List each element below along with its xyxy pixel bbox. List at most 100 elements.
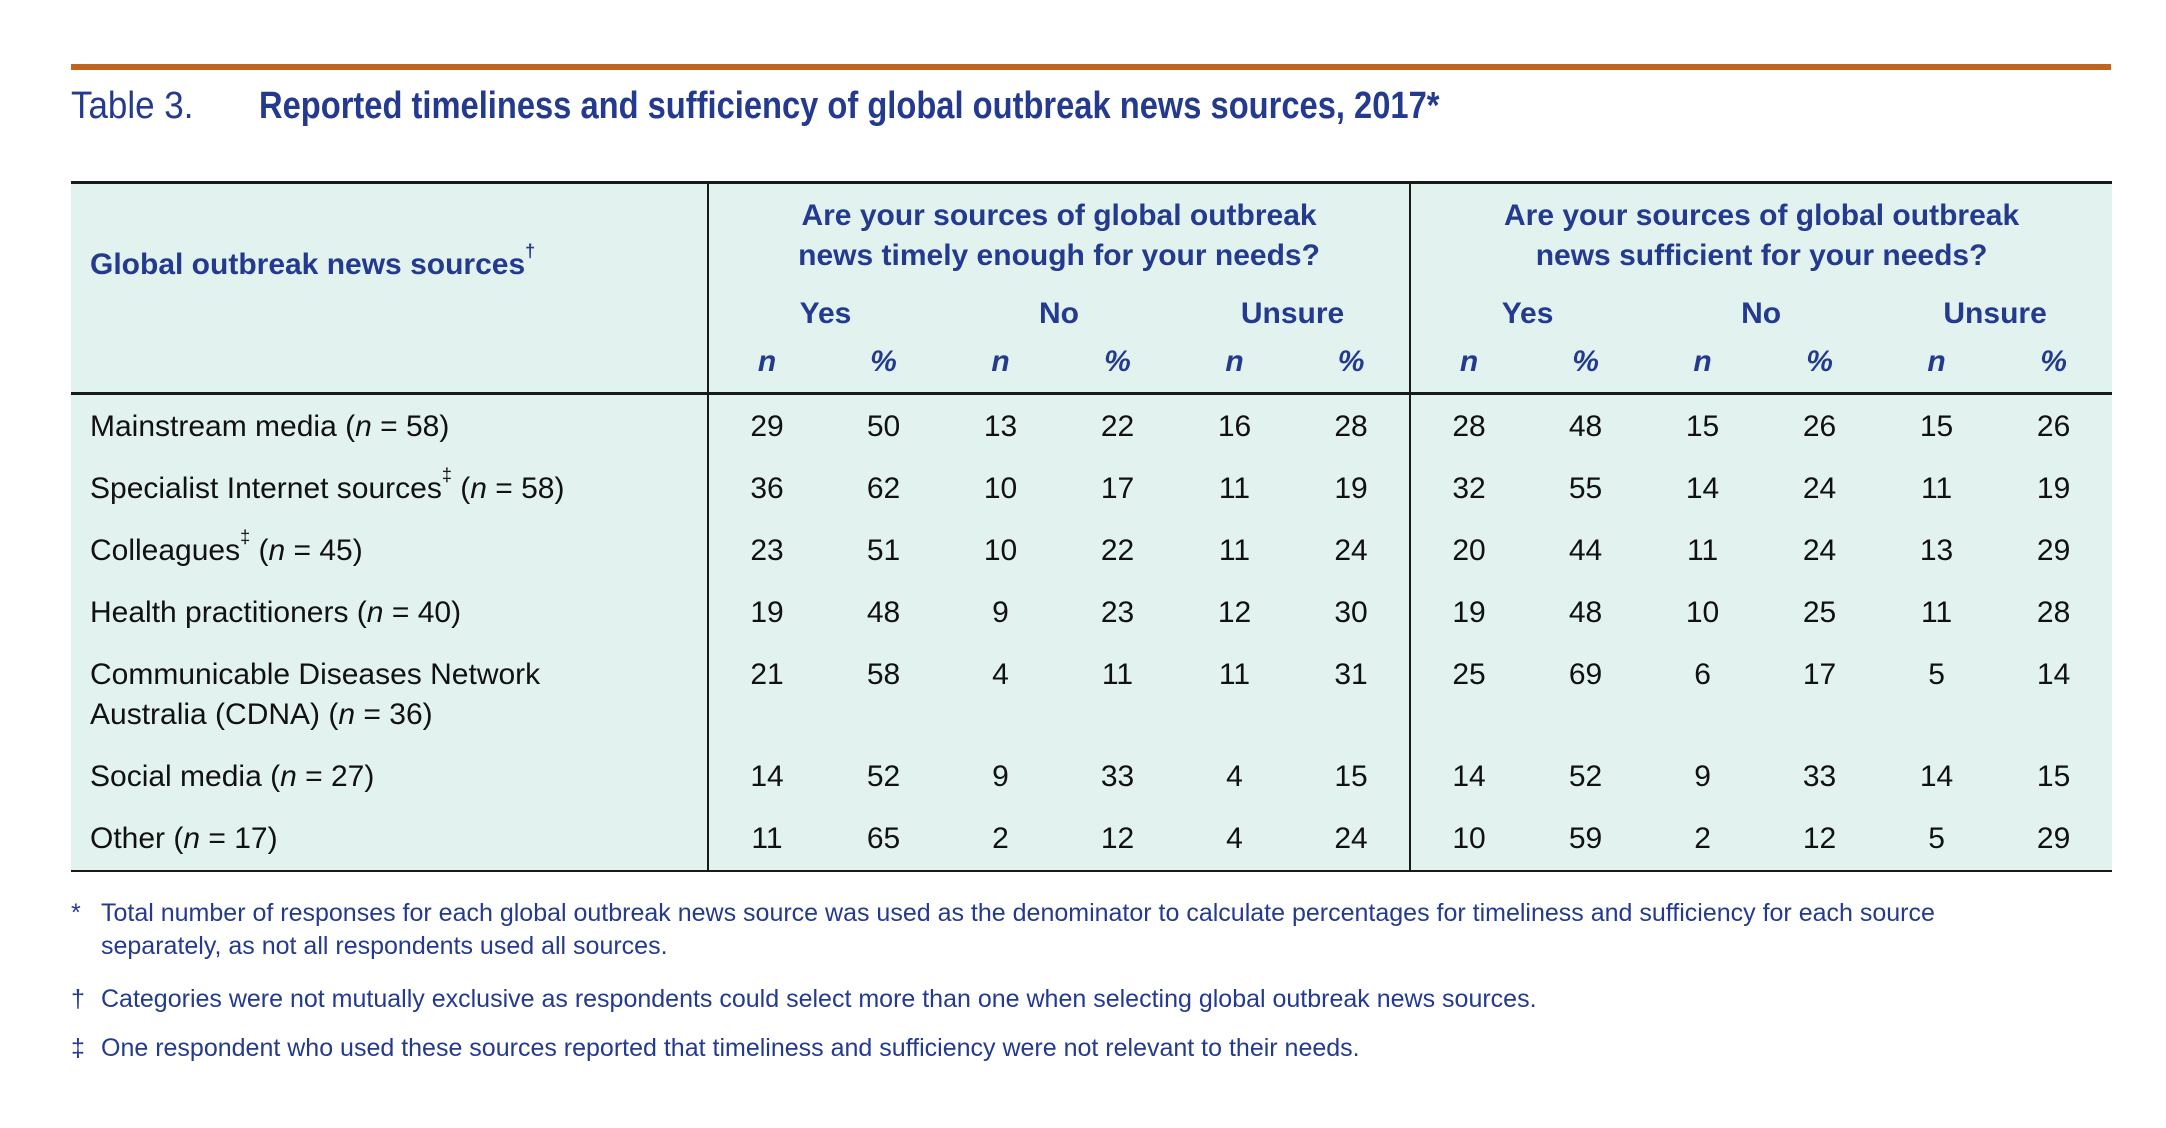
percent-subheader: % xyxy=(2040,345,2067,378)
count-cell: 36 xyxy=(707,458,825,520)
count-cell: 11 xyxy=(1920,596,1953,629)
source-label: Health practitioners (n = 40) xyxy=(90,596,462,629)
percent-cell: 24 xyxy=(1334,822,1368,855)
count-cell: 14 xyxy=(1919,760,1954,793)
percent-cell: 58 xyxy=(866,658,901,691)
percent-cell: 44 xyxy=(1568,534,1603,567)
percent-cell: 51 xyxy=(866,534,901,567)
percent-cell: 50 xyxy=(866,410,901,443)
footnote: * Total number of responses for each glob… xyxy=(71,899,1935,960)
table-row: Other (n = 17) 11 65 2 12 4 24 10 59 2 12 5 29 xyxy=(71,808,2112,871)
answer-header-unsure: Unsure xyxy=(1240,297,1345,330)
percent-cell: 48 xyxy=(1568,410,1603,443)
percent-subheader: % xyxy=(1572,345,1599,378)
percent-cell: 12 xyxy=(1100,822,1135,855)
source-label: Mainstream media (n = 58) xyxy=(90,410,450,443)
count-cell: 2 xyxy=(1694,822,1711,855)
table-body: Mainstream media (n = 58) 29 50 13 22 16 28 28 4… xyxy=(71,393,2112,871)
percent-cell: 17 xyxy=(1100,472,1135,505)
percent-cell: 24 xyxy=(1802,534,1837,567)
count-cell: 14 xyxy=(707,746,825,808)
count-cell: 5 xyxy=(1928,822,1945,855)
table-title: Table 3. Reported timeliness and sufficie… xyxy=(71,84,1632,128)
count-cell: 19 xyxy=(1409,582,1528,644)
percent-cell: 22 xyxy=(1100,534,1135,567)
answer-header-yes: Yes xyxy=(1409,276,1645,334)
percent-cell: 14 xyxy=(2036,658,2071,691)
count-cell: 9 xyxy=(992,596,1009,629)
count-cell: 6 xyxy=(1694,658,1711,691)
count-cell: 15 xyxy=(1685,410,1720,443)
answer-header-no: No xyxy=(1741,297,1782,330)
count-subheader: n xyxy=(1927,345,1946,378)
count-cell: 29 xyxy=(707,393,825,458)
data-table: Global outbreak news sources† Are your s… xyxy=(71,181,2113,872)
count-cell: 13 xyxy=(983,410,1018,443)
percent-cell: 28 xyxy=(1334,410,1368,443)
percent-cell: 26 xyxy=(2036,410,2071,443)
percent-cell: 12 xyxy=(1802,822,1837,855)
table-row: Social media (n = 27) 14 52 9 33 4 15 14 52 9 33 14… xyxy=(71,746,2112,808)
footnote: ‡ One respondent who used these sources r… xyxy=(71,1034,1360,1062)
percent-cell: 65 xyxy=(866,822,901,855)
sufficiency-question-header: Are your sources of global outbreak news … xyxy=(1409,182,2113,276)
count-cell: 14 xyxy=(1409,746,1528,808)
percent-cell: 24 xyxy=(1802,472,1837,505)
percent-cell: 11 xyxy=(1101,658,1134,691)
count-cell: 12 xyxy=(1217,596,1252,629)
percent-cell: 23 xyxy=(1100,596,1135,629)
count-cell: 11 xyxy=(707,808,825,871)
count-cell: 13 xyxy=(1919,534,1954,567)
answer-header-yes: Yes xyxy=(707,276,942,334)
percent-cell: 29 xyxy=(2036,822,2071,855)
count-cell: 15 xyxy=(1919,410,1954,443)
percent-cell: 15 xyxy=(2036,760,2071,793)
percent-cell: 52 xyxy=(866,760,901,793)
percent-cell: 52 xyxy=(1568,760,1603,793)
timeliness-question-header: Are your sources of global outbreak news … xyxy=(706,182,1411,276)
count-cell: 10 xyxy=(1409,808,1528,871)
count-subheader: n xyxy=(1225,345,1244,378)
count-cell: 19 xyxy=(707,582,825,644)
count-cell: 2 xyxy=(992,822,1009,855)
count-cell: 10 xyxy=(1685,596,1720,629)
table-row: Specialist Internet sources‡ (n = 58) 36 6… xyxy=(71,458,2112,520)
answer-header-no: No xyxy=(1039,297,1079,330)
count-cell: 9 xyxy=(992,760,1009,793)
percent-cell: 24 xyxy=(1334,534,1368,567)
percent-subheader: % xyxy=(870,345,897,378)
count-subheader: n xyxy=(1693,345,1712,378)
table-row: Health practitioners (n = 40) 19 48 9 23 12 30… xyxy=(71,582,2112,644)
count-cell: 11 xyxy=(1686,534,1719,567)
count-cell: 10 xyxy=(983,472,1018,505)
table-caption: Reported timeliness and sufficiency of g… xyxy=(259,85,1440,127)
percent-cell: 15 xyxy=(1334,760,1368,793)
percent-cell: 17 xyxy=(1802,658,1837,691)
percent-cell: 55 xyxy=(1568,472,1603,505)
count-cell: 23 xyxy=(707,520,825,582)
footnote: † Categories were not mutually exclusive … xyxy=(71,985,1537,1013)
source-label: Communicable Diseases Network Australia (… xyxy=(90,658,541,731)
count-subheader: n xyxy=(707,334,825,394)
percent-cell: 62 xyxy=(866,472,901,505)
percent-cell: 48 xyxy=(1568,596,1603,629)
percent-cell: 33 xyxy=(1100,760,1135,793)
percent-cell: 31 xyxy=(1334,658,1368,691)
answer-header-unsure: Unsure xyxy=(1943,297,2047,330)
count-cell: 28 xyxy=(1409,393,1528,458)
source-label: Specialist Internet sources‡ (n = 58) xyxy=(90,465,565,505)
table-number: Table 3. xyxy=(71,85,194,127)
percent-subheader: % xyxy=(1104,345,1131,378)
accent-rule xyxy=(71,64,2111,70)
count-cell: 11 xyxy=(1920,472,1953,505)
table-row: Colleagues‡ (n = 45) 23 51 10 22 11 24 20 44 11 24… xyxy=(71,520,2112,582)
percent-cell: 26 xyxy=(1802,410,1837,443)
percent-cell: 30 xyxy=(1334,596,1368,629)
percent-subheader: % xyxy=(1337,345,1365,378)
count-cell: 4 xyxy=(1226,760,1243,793)
blank-header xyxy=(71,334,708,394)
count-cell: 4 xyxy=(1226,822,1243,855)
percent-cell: 29 xyxy=(2036,534,2071,567)
percent-cell: 59 xyxy=(1568,822,1603,855)
percent-cell: 69 xyxy=(1568,658,1603,691)
